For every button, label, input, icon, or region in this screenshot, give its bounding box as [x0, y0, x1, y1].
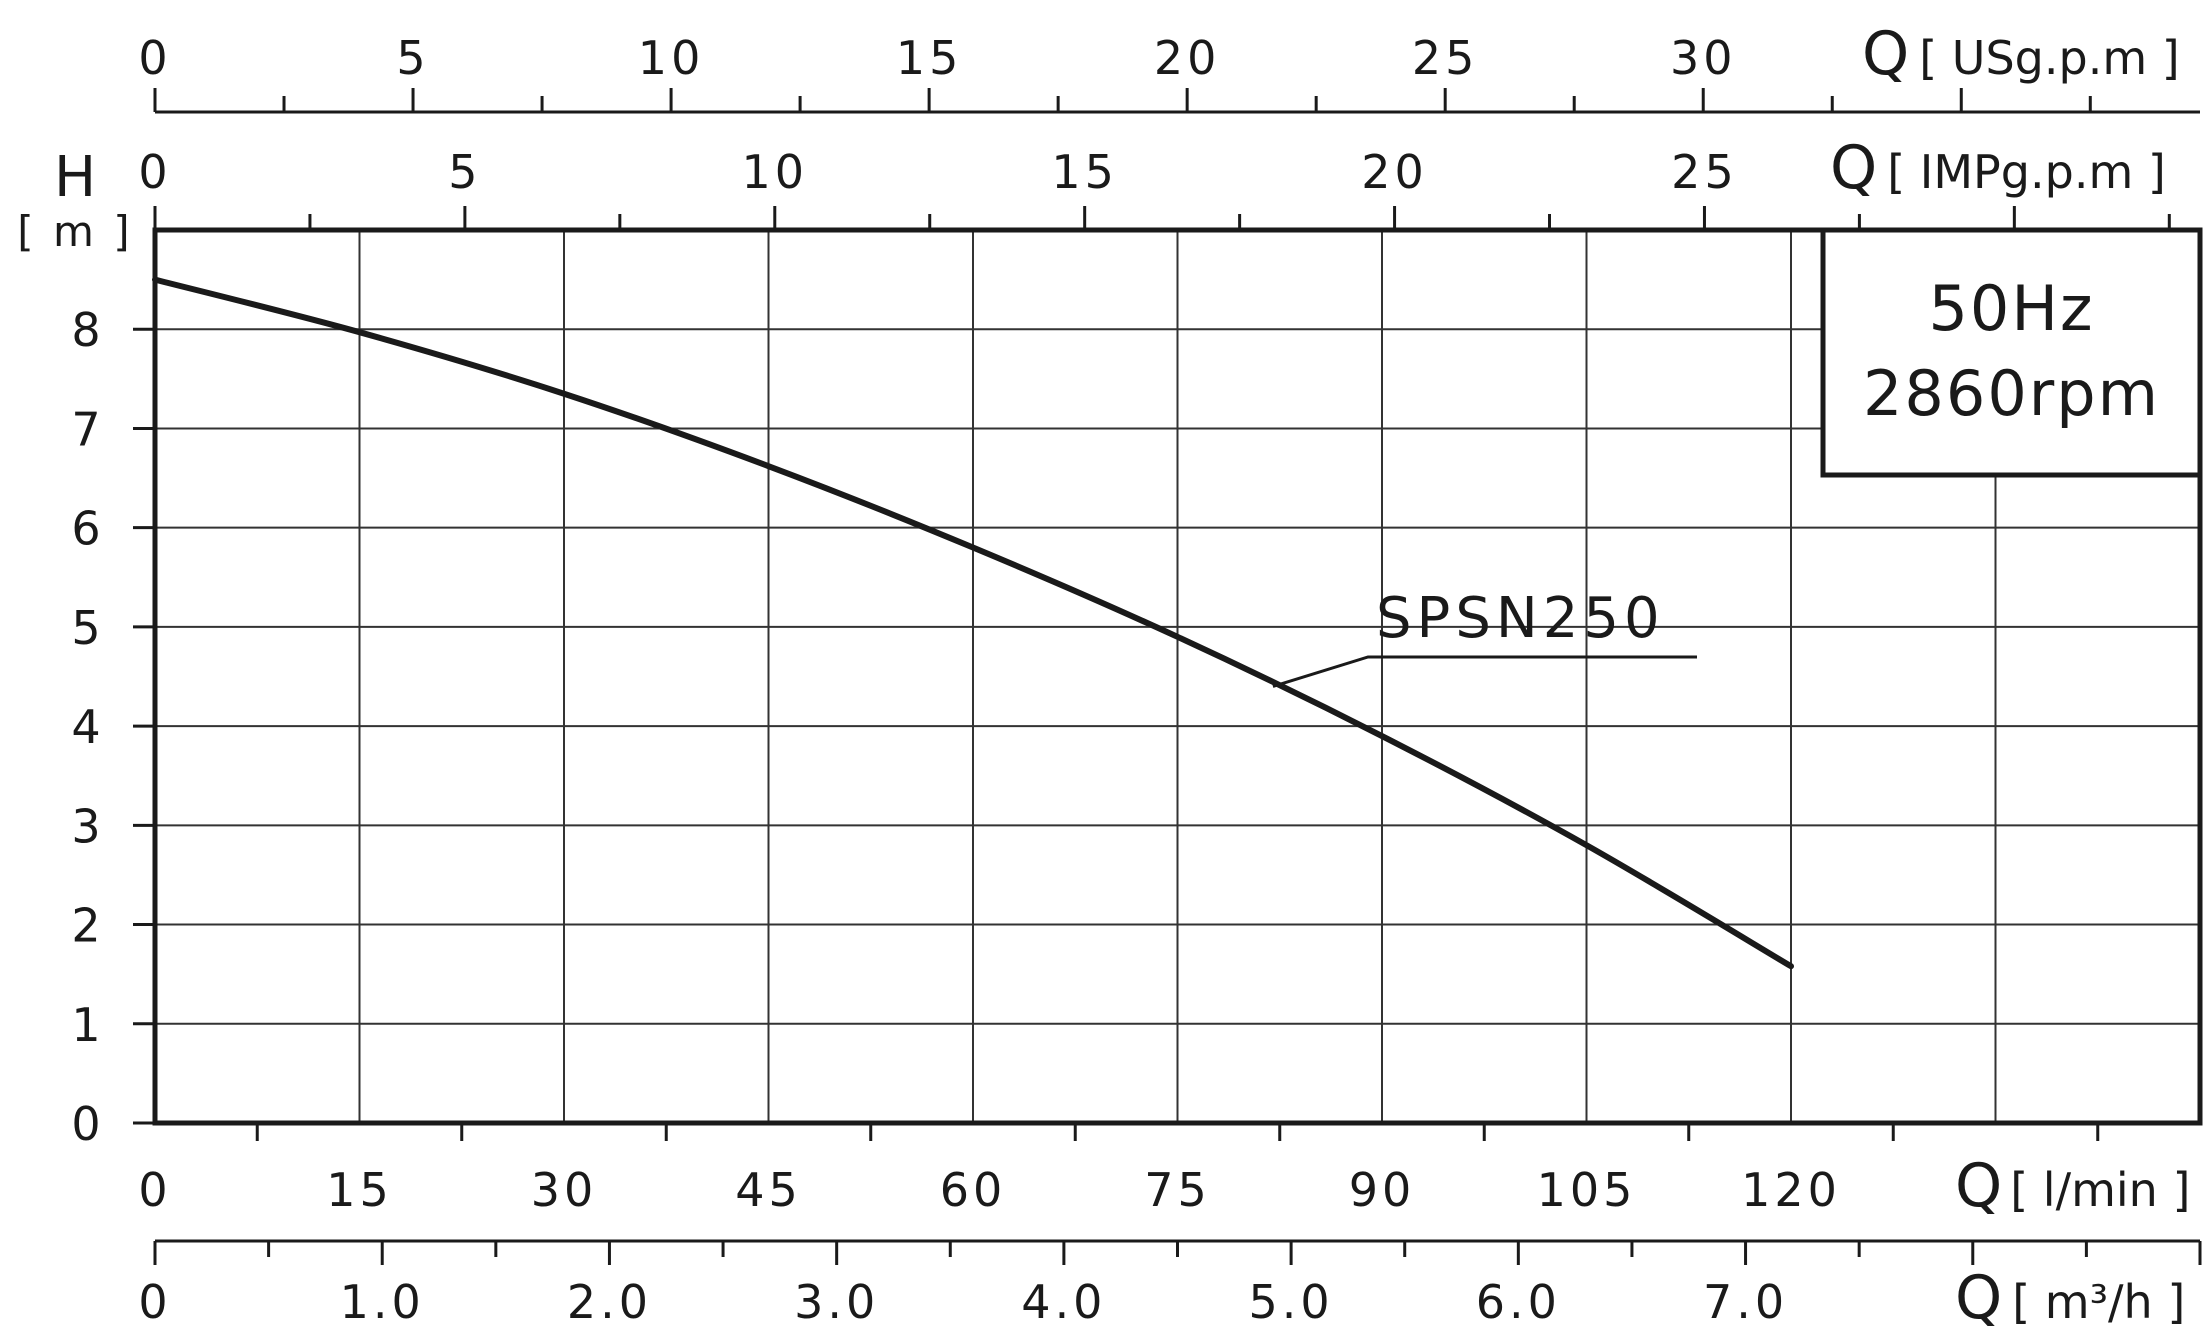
y-tick-label: 5	[71, 601, 104, 655]
x-tick-label: 105	[1537, 1163, 1637, 1217]
tick-label-usgpm: 30	[1670, 31, 1737, 85]
x-tick-label: 30	[531, 1163, 598, 1217]
tick-label-m3h: 2.0	[567, 1275, 652, 1328]
y-axis-label: H	[54, 145, 96, 210]
tick-label-usgpm: 10	[638, 31, 705, 85]
tick-label-impgpm: 5	[448, 145, 481, 199]
tick-label-usgpm: 15	[896, 31, 963, 85]
y-tick-label: 1	[71, 998, 104, 1052]
info-box-line: 2860rpm	[1863, 357, 2160, 430]
y-tick-label: 6	[71, 502, 104, 556]
y-tick-label: 8	[71, 303, 104, 357]
tick-label-impgpm: 15	[1051, 145, 1118, 199]
tick-label-usgpm: 25	[1412, 31, 1479, 85]
axis-unit-m3h: Q[ m³/h ]	[1955, 1263, 2185, 1328]
series-label: SPSN250	[1376, 586, 1665, 651]
y-tick-label: 4	[71, 700, 104, 754]
x-tick-label: 15	[326, 1163, 393, 1217]
series-leader-line	[1272, 655, 1697, 688]
tick-label-m3h: 1.0	[340, 1275, 425, 1328]
y-tick-label: 3	[71, 799, 104, 853]
tick-label-usgpm: 0	[138, 31, 171, 85]
x-tick-label: 75	[1144, 1163, 1211, 1217]
tick-label-impgpm: 10	[742, 145, 809, 199]
x-tick-label: 45	[735, 1163, 802, 1217]
x-tick-label: 60	[940, 1163, 1007, 1217]
y-tick-label: 7	[71, 402, 104, 456]
tick-label-m3h: 6.0	[1476, 1275, 1561, 1328]
y-tick-label: 0	[71, 1097, 104, 1151]
series-curve-spsn250	[152, 276, 1794, 970]
info-box: 50Hz 2860rpm	[1820, 227, 2203, 478]
tick-label-impgpm: 0	[138, 145, 171, 199]
tick-label-m3h: 7.0	[1703, 1275, 1788, 1328]
tick-label-impgpm: 25	[1671, 145, 1738, 199]
x-tick-label: 120	[1741, 1163, 1841, 1217]
series-layer: SPSN250	[152, 276, 1794, 970]
axis-unit-impgpm: Q[ IMPg.p.m ]	[1830, 133, 2166, 203]
tick-label-impgpm: 20	[1361, 145, 1428, 199]
y-tick-label: 2	[71, 899, 104, 953]
tick-label-usgpm: 20	[1154, 31, 1221, 85]
tick-label-m3h: 4.0	[1021, 1275, 1106, 1328]
axis-unit-usgpm: Q[ USg.p.m ]	[1862, 19, 2180, 89]
x-axis-unit-lmin: Q[ l/min ]	[1955, 1151, 2190, 1221]
tick-label-usgpm: 5	[396, 31, 429, 85]
plot-frame	[152, 227, 2203, 1126]
y-axis-unit: [ m ]	[17, 207, 132, 256]
x-tick-label: 0	[138, 1163, 171, 1217]
tick-label-m3h: 3.0	[794, 1275, 879, 1328]
info-box-line: 50Hz	[1928, 272, 2094, 345]
grid	[155, 230, 2200, 1123]
info-box-frame	[1820, 227, 2203, 478]
x-tick-label: 90	[1349, 1163, 1416, 1217]
tick-label-m3h: 5.0	[1249, 1275, 1334, 1328]
tick-label-m3h: 0	[138, 1275, 171, 1328]
